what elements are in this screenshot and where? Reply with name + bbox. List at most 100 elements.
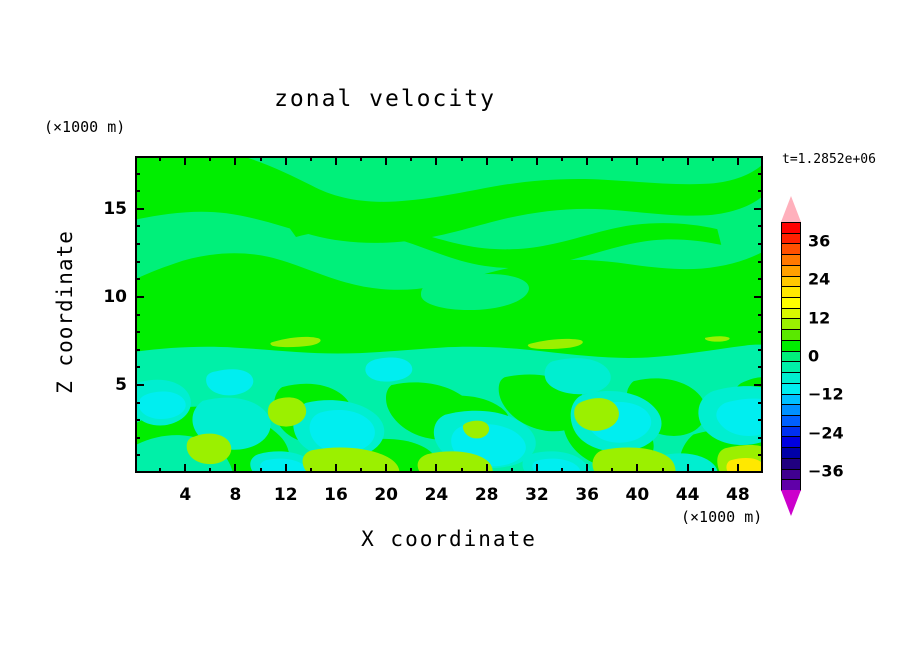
x-tick-42 [661, 468, 664, 473]
x-tick-top-48 [736, 156, 739, 165]
x-tick-label-40: 40 [625, 485, 650, 505]
x-tick-top-18 [360, 156, 363, 161]
y-tick-5 [135, 383, 144, 386]
colorbar-label-2: 12 [808, 308, 831, 328]
x-tick-4 [184, 464, 187, 473]
y-tick-16 [135, 190, 140, 193]
x-tick-top-30 [510, 156, 513, 161]
x-tick-top-40 [636, 156, 639, 165]
x-tick-top-10 [259, 156, 262, 161]
x-tick-2 [159, 468, 162, 473]
x-tick-top-16 [334, 156, 337, 165]
y-tick-right-15 [754, 207, 763, 210]
x-tick-top-24 [435, 156, 438, 165]
x-tick-14 [309, 468, 312, 473]
y-tick-label-10: 10 [103, 286, 127, 307]
x-tick-label-44: 44 [675, 485, 700, 505]
x-tick-label-36: 36 [575, 485, 599, 505]
x-tick-top-22 [410, 156, 413, 161]
y-tick-right-8 [758, 331, 763, 334]
timestamp-annotation: t=1.2852e+06 [782, 152, 876, 167]
x-tick-top-8 [234, 156, 237, 165]
x-tick-30 [510, 468, 513, 473]
x-tick-top-28 [485, 156, 488, 165]
x-tick-24 [435, 464, 438, 473]
y-tick-11 [135, 278, 140, 281]
x-tick-top-14 [309, 156, 312, 161]
x-tick-label-28: 28 [474, 485, 499, 505]
y-tick-15 [135, 207, 144, 210]
y-tick-12 [135, 260, 140, 263]
y-tick-right-7 [758, 348, 763, 351]
y-tick-right-10 [754, 295, 763, 298]
y-tick-label-5: 5 [115, 374, 127, 395]
y-tick-right-3 [758, 419, 763, 422]
contour-field [137, 158, 761, 471]
x-tick-34 [561, 468, 564, 473]
x-tick-label-48: 48 [726, 485, 750, 505]
y-tick-right-11 [758, 278, 763, 281]
x-tick-12 [284, 464, 287, 473]
y-tick-right-16 [758, 190, 763, 193]
y-tick-8 [135, 331, 140, 334]
x-axis-unit-label: (×1000 m) [681, 508, 763, 526]
x-tick-label-16: 16 [324, 485, 348, 505]
x-tick-label-24: 24 [424, 485, 449, 505]
colorbar-label-1: 24 [808, 269, 831, 289]
contour-plot-area [135, 156, 763, 473]
y-tick-right-14 [758, 225, 763, 228]
x-tick-46 [711, 468, 714, 473]
x-tick-38 [611, 468, 614, 473]
x-tick-36 [586, 464, 589, 473]
x-tick-top-46 [711, 156, 714, 161]
y-axis-title: Z coordinate [53, 230, 77, 394]
x-tick-top-26 [460, 156, 463, 161]
y-tick-1 [135, 454, 140, 457]
colorbar-over-arrow [781, 196, 801, 222]
colorbar-under-arrow [781, 490, 801, 516]
x-tick-44 [686, 464, 689, 473]
x-tick-top-12 [284, 156, 287, 165]
x-tick-26 [460, 468, 463, 473]
x-tick-top-36 [586, 156, 589, 165]
y-tick-14 [135, 225, 140, 228]
x-tick-label-12: 12 [273, 485, 298, 505]
x-tick-top-6 [209, 156, 212, 161]
y-tick-right-1 [758, 454, 763, 457]
y-tick-label-15: 15 [103, 198, 127, 219]
x-tick-8 [234, 464, 237, 473]
x-tick-top-4 [184, 156, 187, 165]
y-tick-right-17 [758, 172, 763, 175]
x-tick-40 [636, 464, 639, 473]
y-tick-2 [135, 436, 140, 439]
x-tick-48 [736, 464, 739, 473]
x-tick-top-2 [159, 156, 162, 161]
x-tick-20 [385, 464, 388, 473]
x-tick-top-44 [686, 156, 689, 165]
y-tick-13 [135, 243, 140, 246]
x-tick-10 [259, 468, 262, 473]
y-tick-right-2 [758, 436, 763, 439]
y-tick-right-4 [758, 401, 763, 404]
x-tick-label-20: 20 [374, 485, 399, 505]
y-tick-right-5 [754, 383, 763, 386]
page-title: zonal velocity [274, 86, 496, 112]
y-tick-7 [135, 348, 140, 351]
x-tick-top-34 [561, 156, 564, 161]
x-tick-22 [410, 468, 413, 473]
x-tick-label-8: 8 [229, 485, 242, 505]
y-tick-4 [135, 401, 140, 404]
x-tick-28 [485, 464, 488, 473]
x-tick-16 [334, 464, 337, 473]
y-tick-10 [135, 295, 144, 298]
colorbar[interactable]: 36 24 12 0 −12 −24 −36 [778, 196, 844, 516]
colorbar-label-3: 0 [808, 346, 820, 366]
x-tick-32 [535, 464, 538, 473]
y-axis-unit-label: (×1000 m) [44, 118, 126, 136]
x-tick-label-32: 32 [525, 485, 549, 505]
colorbar-label-6: −36 [808, 461, 844, 481]
x-tick-6 [209, 468, 212, 473]
y-tick-6 [135, 366, 140, 369]
x-tick-top-20 [385, 156, 388, 165]
